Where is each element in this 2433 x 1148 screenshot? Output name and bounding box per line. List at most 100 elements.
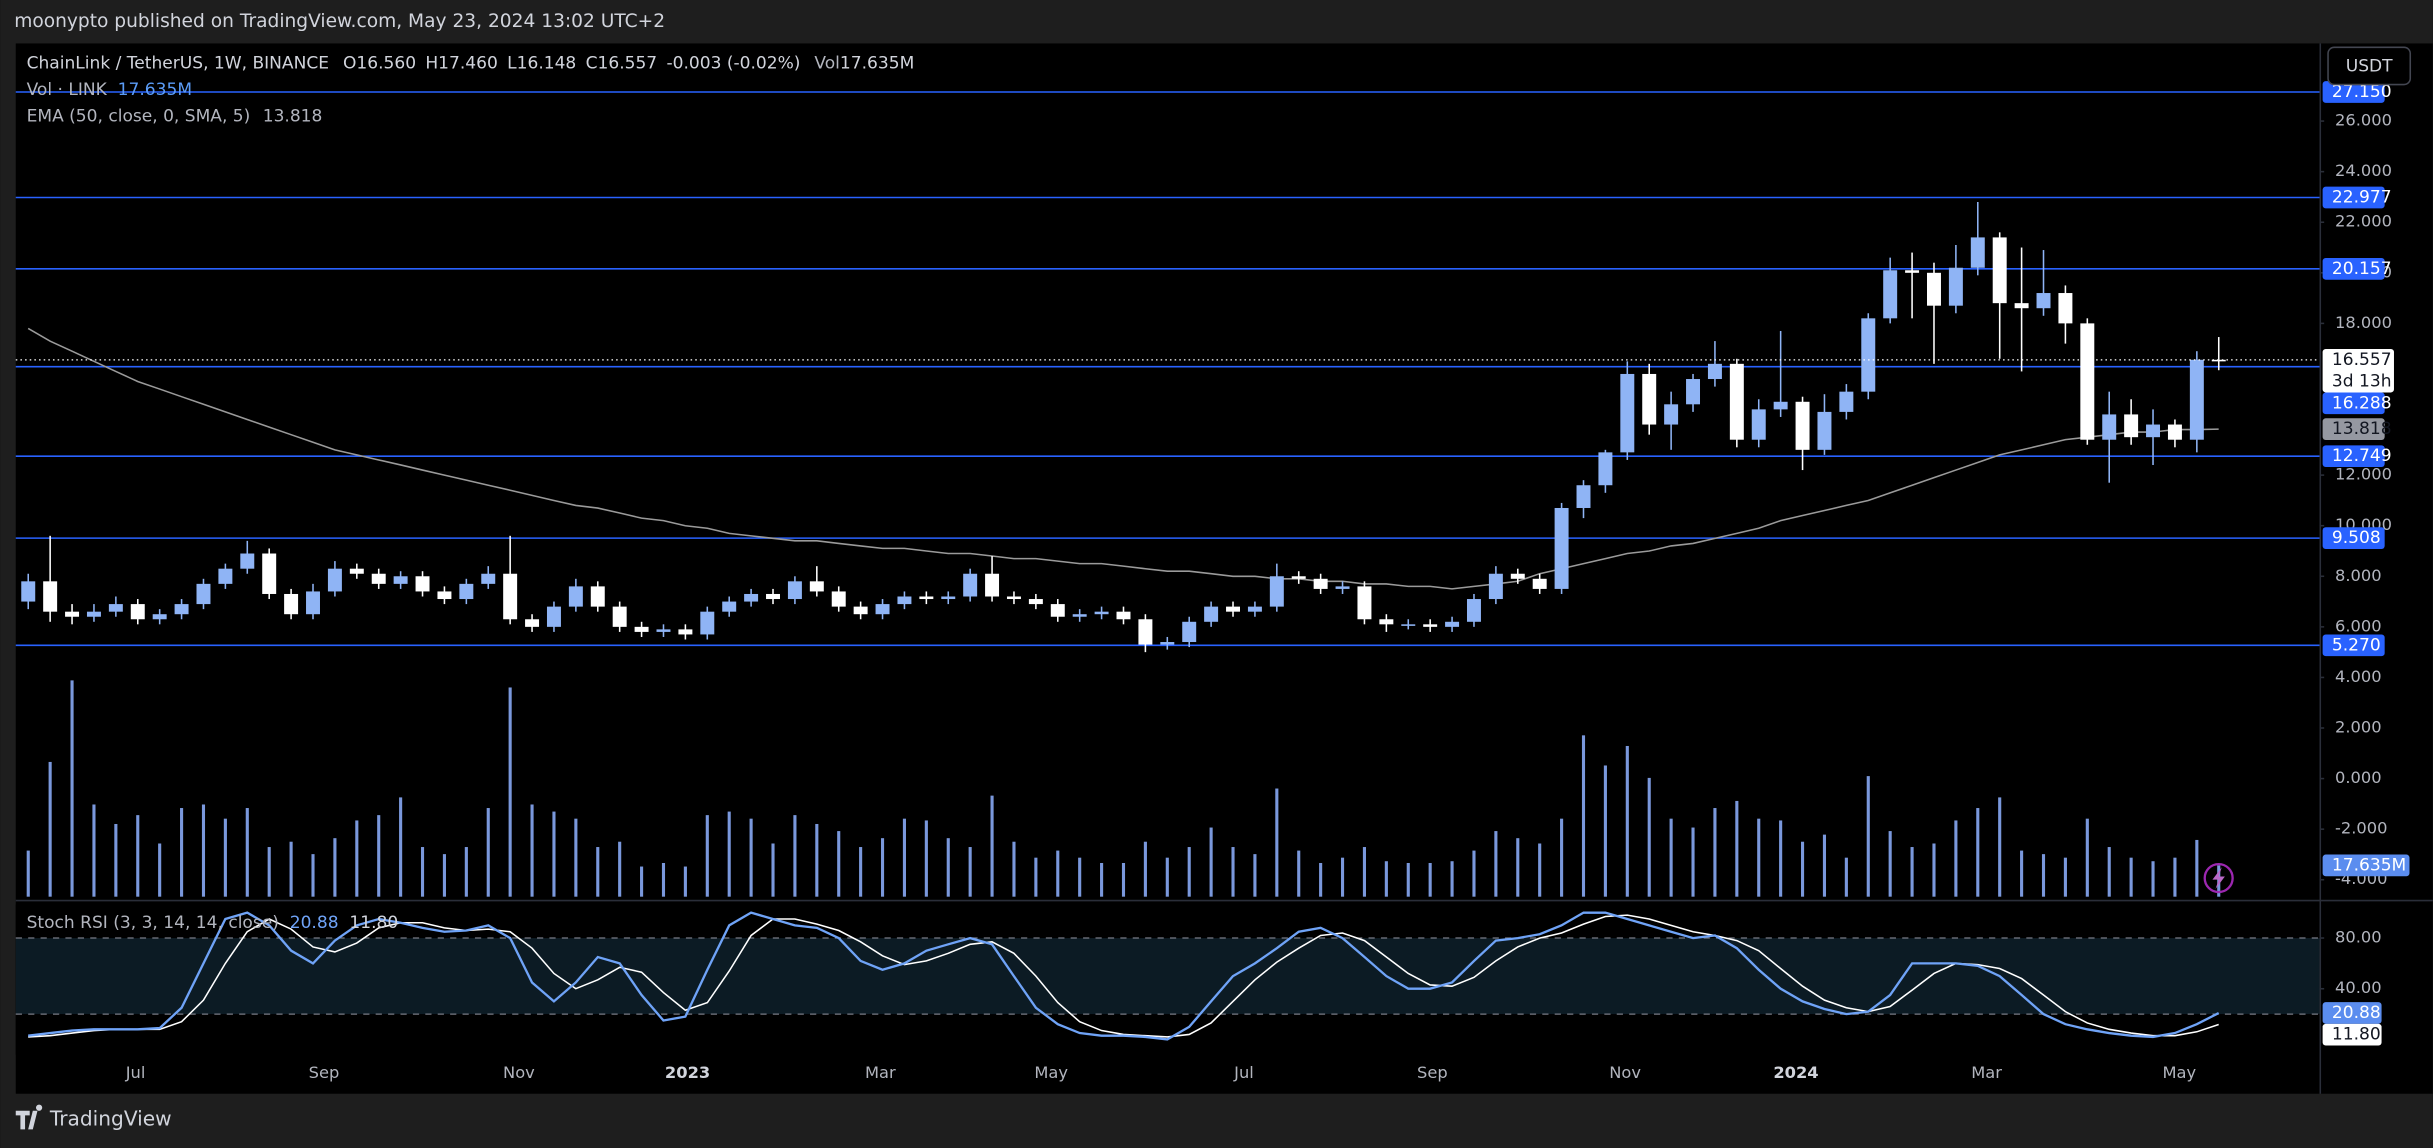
stoch-name: Stoch RSI (3, 3, 14, 14, close) xyxy=(27,913,279,933)
volume-bar xyxy=(1319,862,1323,897)
candle-body xyxy=(2036,293,2051,309)
volume-bar xyxy=(1143,841,1147,897)
candle-body xyxy=(481,573,496,584)
candle-body xyxy=(853,606,868,615)
volume-bar xyxy=(1822,834,1827,897)
candle-body xyxy=(1204,606,1219,622)
volume-bar xyxy=(1472,850,1476,897)
volume-value: 17.635M xyxy=(840,54,914,74)
volume-bar xyxy=(618,841,622,897)
stoch-tick-label: 40.00 xyxy=(2335,978,2382,997)
level-label: 16.288 xyxy=(2332,393,2392,413)
volume-bar xyxy=(92,804,96,897)
volume-bar xyxy=(486,808,490,897)
candle-body xyxy=(2080,323,2095,440)
volume-bar xyxy=(1494,831,1498,897)
candle-body xyxy=(1751,409,1766,440)
volume-bar xyxy=(1713,808,1717,897)
candle-body xyxy=(2058,293,2073,324)
candle-body xyxy=(744,593,759,602)
stoch-k-line xyxy=(28,911,2220,1041)
candle-body xyxy=(1970,237,1985,268)
candle-body xyxy=(1664,404,1679,425)
candle-body xyxy=(722,601,737,612)
candle-body xyxy=(1269,576,1284,607)
volume-bar xyxy=(1121,862,1126,897)
candle-body xyxy=(306,591,320,615)
candle-body xyxy=(546,606,561,627)
candle-body xyxy=(262,553,277,594)
currency-button[interactable] xyxy=(2327,46,2412,86)
volume-bar xyxy=(355,820,359,897)
level-label: 5.270 xyxy=(2332,635,2381,655)
volume-bar xyxy=(1450,861,1454,897)
x-tick-label: May xyxy=(1034,1063,1068,1082)
volume-bar xyxy=(1209,827,1213,897)
candle-body xyxy=(831,591,846,607)
volume-bar xyxy=(311,854,315,897)
x-tick-label: Jul xyxy=(1233,1063,1254,1082)
y-tick-label: 6.000 xyxy=(2335,616,2382,635)
candle-body xyxy=(459,583,474,600)
volume-bar xyxy=(990,795,994,897)
volume-bar xyxy=(661,862,666,897)
volume-bar xyxy=(1034,857,1038,897)
volume-bar xyxy=(2085,818,2089,897)
ohlc-low: L16.148 xyxy=(507,54,576,74)
candle-body xyxy=(1401,624,1416,626)
candle-body xyxy=(108,604,123,612)
candle-body xyxy=(152,614,167,620)
candle-body xyxy=(1182,621,1197,643)
volume-prefix: Vol xyxy=(814,54,840,74)
candle-body xyxy=(327,568,342,592)
candle-body xyxy=(985,573,1000,597)
volume-bar xyxy=(2195,839,2199,897)
candle-body xyxy=(2189,359,2204,440)
volume-bar xyxy=(1735,800,1739,897)
volume-bar xyxy=(2129,857,2133,897)
candle-body xyxy=(1992,237,2007,304)
candle-body xyxy=(1883,270,1898,319)
candle-body xyxy=(130,604,145,620)
currency-label[interactable]: USDT xyxy=(2346,57,2393,77)
volume-bar xyxy=(683,866,687,897)
brand-logo xyxy=(15,1104,43,1130)
candle-body xyxy=(1072,614,1087,617)
volume-bar xyxy=(399,797,403,897)
volume-bar xyxy=(705,815,709,897)
volume-bar xyxy=(1012,841,1016,897)
volume-label-bg xyxy=(2322,854,2410,877)
volume-bar xyxy=(2020,850,2024,897)
volume-bar xyxy=(1340,857,1345,897)
volume-bar xyxy=(267,847,271,897)
stoch-d-line xyxy=(28,914,2219,1038)
candle-body xyxy=(1423,624,1438,627)
candle-body xyxy=(1927,272,1941,306)
volume-bar xyxy=(552,811,556,897)
candle-body xyxy=(656,629,671,632)
volume-bar xyxy=(880,838,885,897)
candle-body xyxy=(1335,586,1350,589)
stoch-legend: Stoch RSI (3, 3, 14, 14, close) 20.88 11.8… xyxy=(27,913,399,933)
candle-body xyxy=(1488,573,1503,600)
alert-icon[interactable] xyxy=(2203,862,2234,894)
ohlc-open: O16.560 xyxy=(343,54,416,74)
stoch-band xyxy=(15,938,2320,1015)
candle-body xyxy=(1817,411,1832,450)
volume-bar xyxy=(530,804,534,897)
symbol: ChainLink / TetherUS, 1W, BINANCE xyxy=(27,54,329,74)
candle-body xyxy=(590,586,605,607)
level-label-bg xyxy=(2322,257,2385,280)
volume-bar xyxy=(1779,820,1783,897)
candle-body xyxy=(1313,578,1328,589)
volume-bar xyxy=(749,818,753,897)
y-tick-label: -2.000 xyxy=(2335,819,2387,838)
candle-body xyxy=(174,604,189,615)
y-tick-label: 24.000 xyxy=(2335,161,2392,180)
candle-body xyxy=(2211,359,2226,362)
ema-value: 13.818 xyxy=(263,106,323,126)
candle-body xyxy=(809,581,824,592)
volume-bar xyxy=(1976,808,1980,897)
